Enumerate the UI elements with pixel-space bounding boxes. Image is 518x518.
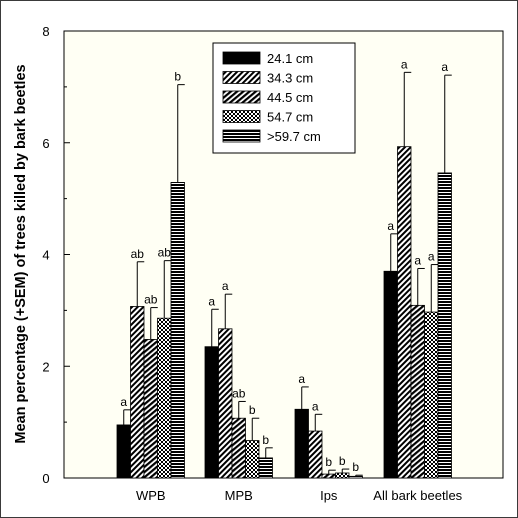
y-tick-label: 8 [42, 24, 49, 39]
bar [335, 472, 350, 479]
significance-label: ab [131, 247, 145, 261]
significance-label: b [262, 433, 269, 447]
significance-label: a [208, 294, 215, 308]
bar [116, 424, 131, 479]
significance-label: b [352, 460, 359, 474]
legend-label: 54.7 cm [267, 110, 313, 125]
legend-swatch [222, 110, 261, 123]
x-axis: WPB MPB Ips All bark beetles [136, 488, 463, 503]
significance-label: ab [158, 246, 172, 260]
legend-label: 34.3 cm [267, 71, 313, 86]
bar [437, 172, 452, 479]
y-tick-label: 4 [42, 248, 49, 263]
bar [397, 146, 412, 479]
bar [204, 346, 219, 479]
legend-label: >59.7 cm [267, 129, 321, 144]
bar [410, 304, 425, 479]
bar [218, 328, 233, 479]
bar [383, 270, 398, 479]
bar [143, 339, 158, 479]
x-tick-label: WPB [136, 488, 166, 503]
legend-swatch [222, 129, 261, 143]
bar [157, 317, 172, 479]
bar [130, 306, 145, 479]
significance-label: a [120, 395, 127, 409]
bar [424, 311, 439, 479]
legend: 24.1 cm 34.3 cm 44.5 cm 54.7 cm >59.7 cm [212, 42, 356, 154]
significance-label: b [249, 403, 256, 417]
x-tick-label: MPB [225, 488, 253, 503]
significance-label: a [222, 279, 229, 293]
legend-swatch [222, 51, 261, 65]
bar [348, 475, 363, 479]
significance-label: b [339, 454, 346, 468]
significance-label: a [387, 219, 394, 233]
legend-label: 24.1 cm [267, 51, 313, 66]
significance-label: a [428, 250, 435, 264]
bar [294, 408, 309, 479]
significance-label: b [325, 455, 332, 469]
y-tick-label: 0 [42, 471, 49, 486]
bar [245, 440, 260, 479]
legend-swatch [222, 71, 261, 84]
bar [170, 182, 185, 479]
x-tick-label: Ips [320, 488, 338, 503]
bar [308, 430, 323, 479]
significance-label: a [414, 253, 421, 267]
significance-label: a [312, 399, 319, 413]
x-tick-label: All bark beetles [373, 488, 462, 503]
bar [321, 473, 336, 479]
significance-label: ab [232, 386, 246, 400]
significance-label: a [401, 57, 408, 71]
y-tick-label: 2 [42, 359, 49, 374]
bar [258, 457, 273, 479]
y-tick-label: 6 [42, 136, 49, 151]
significance-label: a [298, 372, 305, 386]
y-axis: 0 2 4 6 8 [42, 24, 70, 486]
significance-label: a [441, 60, 448, 74]
significance-label: ab [144, 293, 158, 307]
y-axis-label: Mean percentage (+SEM) of trees killed b… [13, 64, 29, 443]
legend-label: 44.5 cm [267, 90, 313, 105]
significance-label: b [174, 70, 181, 84]
legend-swatch [222, 90, 261, 104]
bar [231, 417, 246, 479]
